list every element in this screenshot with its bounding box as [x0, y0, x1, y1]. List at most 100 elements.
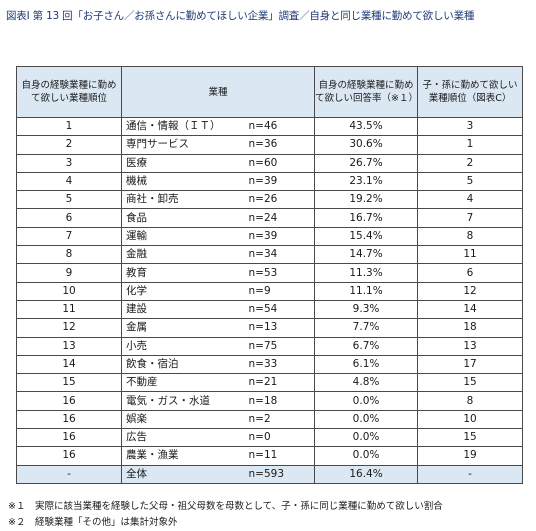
- table-row: 3 医療 n=60 26.7% 2: [16, 153, 524, 173]
- child-rank-cell: 10: [417, 409, 524, 430]
- table-body: 1 通信・情報（ＩＴ） n=46 43.5% 3 2 専門サービス n=36 30.6% 1 3 医療…: [16, 116, 524, 484]
- rank-cell: 16: [16, 391, 122, 411]
- table-row: 1 通信・情報（ＩＴ） n=46 43.5% 3: [16, 116, 524, 137]
- table-header-row: 自身の経験業種に勤めて欲しい業種順位 業種 自身の経験業種に勤めて欲しい回答率（…: [16, 66, 524, 118]
- header-rank: 自身の経験業種に勤めて欲しい業種順位: [16, 66, 122, 118]
- sample-size-cell: n=46: [246, 116, 316, 137]
- sample-size-cell: n=34: [246, 245, 316, 265]
- sample-size-cell: n=36: [246, 135, 316, 155]
- rank-cell: 16: [16, 446, 122, 466]
- rate-cell: 9.3%: [314, 299, 419, 320]
- rate-cell: 0.0%: [314, 391, 419, 411]
- rank-cell: 15: [16, 373, 122, 393]
- rate-cell: 0.0%: [314, 428, 419, 448]
- sample-size-cell: n=13: [246, 318, 316, 338]
- table-row: 10 化学 n=9 11.1% 12: [16, 281, 524, 301]
- child-rank-cell: 3: [417, 116, 524, 137]
- industry-cell: 飲食・宿泊: [121, 354, 247, 375]
- page-title: 図表Ⅰ 第 13 回「お子さん／お孫さんに勤めてほしい企業」調査／自身と同じ業種…: [6, 10, 475, 22]
- sample-size-cell: n=39: [246, 226, 316, 247]
- industry-cell: 全体: [121, 464, 247, 484]
- rate-cell: 6.7%: [314, 336, 419, 356]
- sample-size-cell: n=9: [246, 281, 316, 301]
- industry-cell: 小売: [121, 336, 247, 356]
- child-rank-cell: 7: [417, 208, 524, 228]
- child-rank-cell: 8: [417, 391, 524, 411]
- industry-cell: 化学: [121, 281, 247, 301]
- sample-size-cell: n=60: [246, 153, 316, 173]
- table-row: 13 小売 n=75 6.7% 13: [16, 336, 524, 356]
- rank-cell: 6: [16, 208, 122, 228]
- child-rank-cell: 19: [417, 446, 524, 466]
- sample-size-cell: n=11: [246, 446, 316, 466]
- rank-cell: 9: [16, 263, 122, 283]
- child-rank-cell: 6: [417, 263, 524, 283]
- child-rank-cell: 4: [417, 190, 524, 210]
- footnote-2: ※２ 経験業種「その他」は集計対象外: [8, 517, 178, 528]
- rate-cell: 16.4%: [314, 464, 419, 484]
- child-rank-cell: 1: [417, 135, 524, 155]
- child-rank-cell: 14: [417, 299, 524, 320]
- industry-cell: 食品: [121, 208, 247, 228]
- industry-cell: 金融: [121, 245, 247, 265]
- rate-cell: 11.3%: [314, 263, 419, 283]
- sample-size-cell: n=53: [246, 263, 316, 283]
- rank-cell: 2: [16, 135, 122, 155]
- child-rank-cell: 11: [417, 245, 524, 265]
- sample-size-cell: n=2: [246, 409, 316, 430]
- child-rank-cell: 5: [417, 171, 524, 192]
- industry-cell: 教育: [121, 263, 247, 283]
- rank-cell: 10: [16, 281, 122, 301]
- sample-size-cell: n=593: [246, 464, 316, 484]
- industry-cell: 金属: [121, 318, 247, 338]
- table-row: 6 食品 n=24 16.7% 7: [16, 208, 524, 228]
- rate-cell: 6.1%: [314, 354, 419, 375]
- footnote-1: ※１ 実際に該当業種を経験した父母・祖父母数を母数として、子・孫に同じ業種に勤め…: [8, 501, 443, 512]
- header-child-rank: 子・孫に勤めて欲しい業種順位（図表C）: [417, 66, 524, 118]
- rank-cell: 16: [16, 409, 122, 430]
- child-rank-cell: 15: [417, 428, 524, 448]
- child-rank-cell: 12: [417, 281, 524, 301]
- rate-cell: 4.8%: [314, 373, 419, 393]
- rate-cell: 7.7%: [314, 318, 419, 338]
- rank-cell: 7: [16, 226, 122, 247]
- sample-size-cell: n=21: [246, 373, 316, 393]
- industry-cell: 医療: [121, 153, 247, 173]
- rank-cell: 11: [16, 299, 122, 320]
- table-row: 9 教育 n=53 11.3% 6: [16, 263, 524, 283]
- table-row: 15 不動産 n=21 4.8% 15: [16, 373, 524, 393]
- child-rank-cell: 17: [417, 354, 524, 375]
- table-row: 7 運輸 n=39 15.4% 8: [16, 226, 524, 247]
- sample-size-cell: n=24: [246, 208, 316, 228]
- rate-cell: 30.6%: [314, 135, 419, 155]
- header-rate: 自身の経験業種に勤めて欲しい回答率（※１）: [314, 66, 419, 118]
- sample-size-cell: n=54: [246, 299, 316, 320]
- table-row: 8 金融 n=34 14.7% 11: [16, 245, 524, 265]
- rate-cell: 43.5%: [314, 116, 419, 137]
- rank-cell: 16: [16, 428, 122, 448]
- table-row: 2 専門サービス n=36 30.6% 1: [16, 135, 524, 155]
- rate-cell: 15.4%: [314, 226, 419, 247]
- table-row: 14 飲食・宿泊 n=33 6.1% 17: [16, 354, 524, 375]
- table-row: 16 電気・ガス・水道 n=18 0.0% 8: [16, 391, 524, 411]
- rank-cell: 8: [16, 245, 122, 265]
- table-row: 16 娯楽 n=2 0.0% 10: [16, 409, 524, 430]
- rate-cell: 14.7%: [314, 245, 419, 265]
- child-rank-cell: 15: [417, 373, 524, 393]
- industry-cell: 不動産: [121, 373, 247, 393]
- sample-size-cell: n=0: [246, 428, 316, 448]
- industry-cell: 農業・漁業: [121, 446, 247, 466]
- industry-cell: 運輸: [121, 226, 247, 247]
- industry-cell: 広告: [121, 428, 247, 448]
- total-row: - 全体 n=593 16.4% -: [16, 464, 524, 484]
- sample-size-cell: n=75: [246, 336, 316, 356]
- sample-size-cell: n=33: [246, 354, 316, 375]
- table-row: 16 広告 n=0 0.0% 15: [16, 428, 524, 448]
- rate-cell: 23.1%: [314, 171, 419, 192]
- ranking-table: 自身の経験業種に勤めて欲しい業種順位 業種 自身の経験業種に勤めて欲しい回答率（…: [16, 66, 524, 484]
- child-rank-cell: 8: [417, 226, 524, 247]
- rate-cell: 11.1%: [314, 281, 419, 301]
- child-rank-cell: 18: [417, 318, 524, 338]
- table-row: 11 建設 n=54 9.3% 14: [16, 299, 524, 320]
- rate-cell: 19.2%: [314, 190, 419, 210]
